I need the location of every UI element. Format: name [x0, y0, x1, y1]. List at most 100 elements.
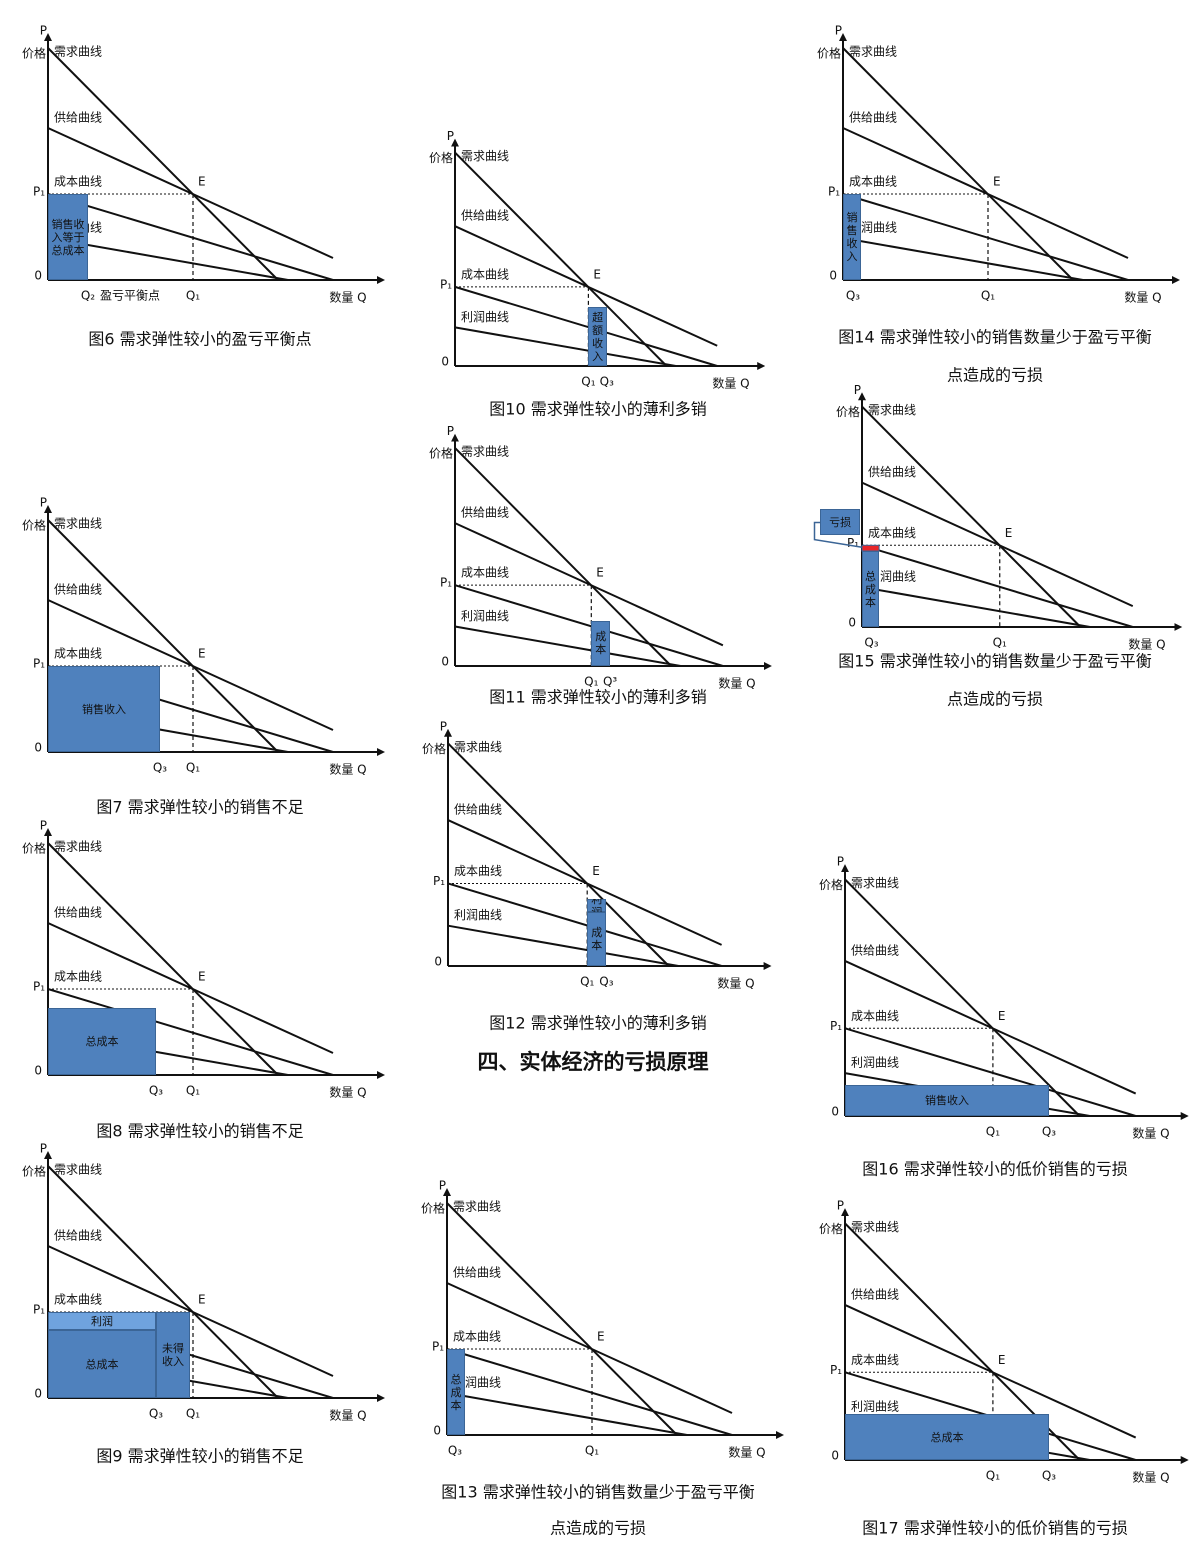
supply-curve	[47, 922, 334, 1054]
label-supply: 供给曲线	[54, 1229, 102, 1243]
profit-curve	[842, 237, 1084, 281]
supply-curve	[844, 960, 1137, 1095]
label-p: P	[40, 24, 47, 38]
label-q1: Q₁	[585, 1444, 599, 1458]
label-e: E	[592, 864, 600, 878]
label-p: P	[837, 1199, 844, 1213]
label-p1: P₁	[33, 185, 45, 199]
label-profit: 利润曲线	[851, 1056, 899, 1070]
label-p: P	[439, 1179, 446, 1193]
demand-curve	[842, 47, 1074, 281]
demand-curve	[47, 47, 279, 281]
cost-curve	[47, 193, 334, 281]
label-q1: Q₁	[981, 289, 995, 303]
box-label: 超额收入	[588, 307, 607, 366]
label-p1: P₁	[440, 277, 452, 291]
label-demand: 需求曲线	[868, 403, 916, 417]
label-qty: 数量 Q	[1124, 290, 1161, 305]
loss-strip	[861, 544, 880, 552]
label-q3: Q₃	[1042, 1469, 1056, 1483]
label-profit: 利润曲线	[868, 570, 916, 584]
supply-curve	[447, 819, 723, 946]
caption: 图7 需求弹性较小的销售不足	[96, 798, 303, 817]
label-price: 价格	[429, 150, 453, 165]
cost-curve	[844, 1027, 1136, 1117]
label-zero: 0	[831, 1449, 839, 1463]
label-demand: 需求曲线	[54, 517, 102, 531]
label-q1: Q₁	[986, 1469, 1000, 1483]
label-profit: 利润曲线	[849, 221, 897, 235]
box-frame: 销售收入	[843, 194, 861, 280]
box-frame: 未得收入	[156, 1312, 190, 1398]
label-supply: 供给曲线	[54, 111, 102, 125]
box-label: 成本	[587, 912, 607, 966]
box-label: 亏损	[820, 509, 861, 535]
label-qty: 数量 Q	[1132, 1126, 1169, 1141]
label-zero: 0	[441, 355, 449, 369]
label-p: P	[40, 496, 47, 510]
label-e: E	[198, 647, 206, 661]
box-frame: 销售收入等于总成本	[48, 194, 88, 280]
label-profit: 利润曲线	[461, 310, 509, 324]
caption: 图11 需求弹性较小的薄利多销	[489, 688, 706, 707]
label-e: E	[998, 1353, 1006, 1367]
label-demand: 需求曲线	[454, 740, 502, 754]
supply-curve	[454, 225, 718, 347]
demand-curve	[844, 878, 1081, 1117]
label-cost: 成本曲线	[54, 175, 102, 189]
label-e: E	[198, 970, 206, 984]
cost-curve	[454, 584, 724, 667]
label-supply: 供给曲线	[868, 465, 916, 479]
box-label: 利润	[48, 1312, 156, 1330]
label-p1: P₁	[828, 185, 840, 199]
label-demand: 需求曲线	[851, 876, 899, 890]
label-supply: 供给曲线	[54, 906, 102, 920]
supply-curve	[861, 481, 1134, 608]
label-p1: P₁	[830, 1019, 842, 1033]
caption: 点造成的亏损	[947, 366, 1043, 385]
demand-curve	[454, 447, 672, 667]
profit-curve	[454, 326, 676, 367]
label-price: 价格	[22, 518, 46, 533]
box-label: 总成本	[48, 1008, 156, 1075]
supply-curve	[47, 127, 334, 259]
label-price: 价格	[22, 841, 46, 856]
label-price: 价格	[836, 404, 860, 419]
label-cost: 成本曲线	[461, 566, 509, 580]
label-q1: Q₁	[186, 1084, 200, 1098]
label-cost: 成本曲线	[54, 970, 102, 984]
label-zero: 0	[34, 741, 42, 755]
label-zero: 0	[829, 269, 837, 283]
label-zero: 0	[831, 1105, 839, 1119]
supply-curve	[842, 127, 1129, 259]
label-supply: 供给曲线	[454, 803, 502, 817]
box-frame: 总成本	[48, 1330, 156, 1398]
caption: 图10 需求弹性较小的薄利多销	[489, 400, 706, 419]
label-q3: Q₂	[81, 289, 95, 303]
label-q1: Q₁	[186, 1407, 200, 1421]
label-q3: Q₃	[599, 975, 613, 989]
label-profit: 利润曲线	[453, 1376, 501, 1390]
label-p1: P₁	[440, 576, 452, 590]
label-q3: Q₃	[600, 375, 614, 389]
label-p1: P₁	[432, 1340, 444, 1354]
label-profit: 利润曲线	[461, 609, 509, 623]
demand-curve	[47, 842, 279, 1076]
box-frame: 总成本	[447, 1349, 465, 1435]
demand-curve	[861, 405, 1082, 628]
label-price: 价格	[22, 46, 46, 61]
label-price: 价格	[817, 46, 841, 61]
label-price: 价格	[819, 877, 843, 892]
box-frame: 总成本	[862, 551, 880, 627]
label-q3: Q₃	[846, 289, 860, 303]
label-supply: 供给曲线	[851, 1287, 899, 1301]
label-supply: 供给曲线	[461, 209, 509, 223]
caption: 图15 需求弹性较小的销售数量少于盈亏平衡	[838, 652, 1151, 671]
section-heading: 四、实体经济的亏损原理	[478, 1050, 709, 1074]
box-frame: 超额收入	[588, 307, 607, 366]
label-q3: Q₃	[149, 1407, 163, 1421]
box-frame: 销售收入	[48, 666, 160, 752]
label-zero: 0	[441, 655, 449, 669]
label-zero: 0	[848, 616, 856, 630]
box-label: 销售收入	[843, 194, 861, 280]
